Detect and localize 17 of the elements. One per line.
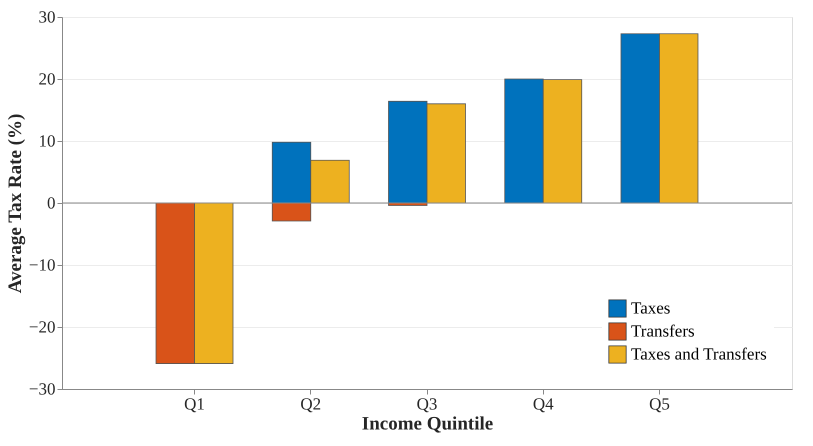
y-tick-label: 30 bbox=[38, 8, 56, 26]
y-tick-label: 10 bbox=[38, 132, 56, 150]
legend-label: Taxes bbox=[631, 298, 670, 318]
y-tick-label: 0 bbox=[47, 194, 56, 212]
y-tick-label: 20 bbox=[38, 70, 56, 88]
x-axis-title: Income Quintile bbox=[362, 414, 494, 434]
x-tick-label: Q5 bbox=[649, 394, 670, 414]
x-tick-label: Q4 bbox=[532, 394, 554, 414]
x-tick-label: Q3 bbox=[416, 394, 438, 414]
y-tick-label: −30 bbox=[28, 380, 56, 398]
y-axis-title: Average Tax Rate (%) bbox=[4, 114, 26, 294]
legend-label: Transfers bbox=[631, 322, 695, 340]
x-tick-label: Q1 bbox=[184, 394, 205, 414]
y-tick-label: −20 bbox=[28, 318, 56, 336]
x-tick-label: Q2 bbox=[300, 394, 322, 414]
y-tick-label: −10 bbox=[28, 256, 56, 274]
legend-label: Taxes and Transfers bbox=[631, 344, 767, 364]
